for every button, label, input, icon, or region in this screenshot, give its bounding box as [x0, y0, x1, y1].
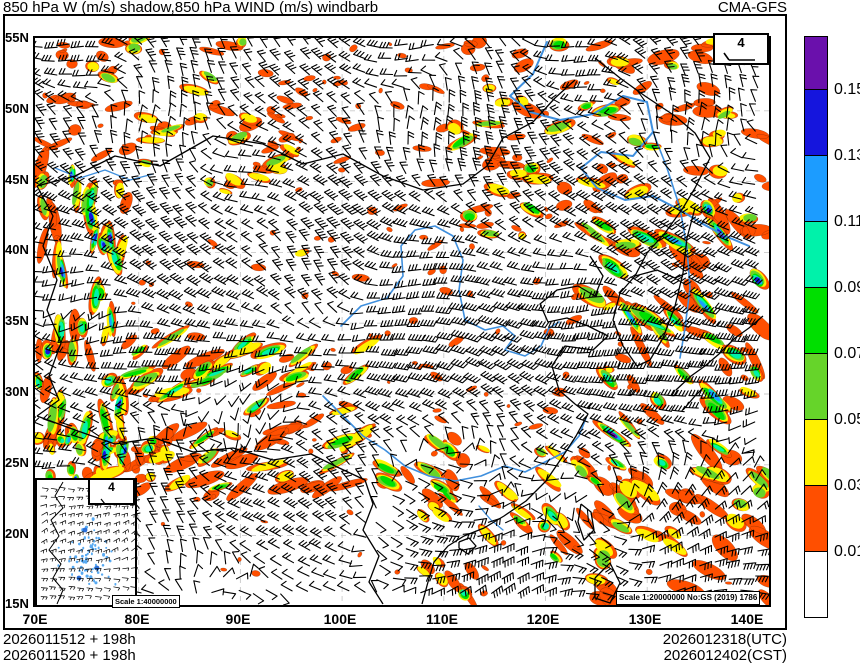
valid-time-utc: 2026012318(UTC) [662, 631, 787, 648]
windbarb-4-icon [723, 52, 755, 61]
lon-tick-80e: 80E [124, 611, 150, 627]
colorbar-segment [804, 552, 828, 618]
colorbar-segment [804, 36, 828, 90]
colorbar-label-015: 0.15 [834, 81, 860, 98]
lat-tick-45n: 45N [5, 172, 29, 187]
init-time-utc: 2026011512 + 198h [3, 631, 136, 648]
barb-legend-value: 4 [737, 35, 745, 50]
colorbar-label-013: 0.13 [834, 147, 860, 164]
colorbar-label-005: 0.05 [834, 411, 860, 428]
lat-tick-40n: 40N [5, 242, 29, 257]
page-title: 850 hPa W (m/s) shadow,850 hPa WIND (m/s… [3, 0, 379, 16]
lat-tick-30n: 30N [5, 384, 29, 399]
lon-tick-120e: 120E [526, 611, 560, 627]
inset-barb-legend-box: 4 [88, 478, 135, 505]
lon-tick-110e: 110E [426, 611, 458, 627]
valid-time-cst: 2026012402(CST) [663, 647, 787, 664]
map-canvas [33, 36, 771, 607]
lat-tick-15n: 15N [5, 596, 29, 611]
lon-tick-70e: 70E [22, 611, 48, 627]
lat-tick-35n: 35N [5, 313, 29, 328]
colorbar-segment [804, 156, 828, 222]
colorbar-label-001: 0.01 [834, 543, 860, 560]
lon-tick-100e: 100E [323, 611, 357, 627]
lat-tick-55n: 55N [5, 30, 29, 45]
lon-tick-140e: 140E [730, 611, 764, 627]
colorbar-label-007: 0.07 [834, 345, 860, 362]
lat-tick-25n: 25N [5, 455, 29, 470]
colorbar-label-003: 0.03 [834, 477, 860, 494]
lon-tick-90e: 90E [225, 611, 251, 627]
barb-legend-box: 4 [713, 33, 769, 65]
colorbar-segment [804, 354, 828, 420]
lon-tick-130e: 130E [628, 611, 662, 627]
colorbar-segment [804, 420, 828, 486]
colorbar-segment [804, 90, 828, 156]
inset-barb-legend-value: 4 [108, 480, 115, 494]
inset-scale-label: Scale 1:40000000 [112, 595, 180, 608]
colorbar [804, 36, 828, 618]
footer-init-times: 2026011512 + 198h 2026011520 + 198h [3, 632, 136, 664]
colorbar-segment [804, 222, 828, 288]
colorbar-segment [804, 288, 828, 354]
lat-tick-20n: 20N [5, 526, 29, 541]
colorbar-label-011: 0.11 [834, 213, 860, 230]
map-scale-note: Scale 1:20000000 No:GS (2019) 1786 [616, 591, 761, 605]
init-time-cst: 2026011520 + 198h [3, 647, 136, 664]
plot-outer-frame [3, 14, 787, 630]
lat-tick-50n: 50N [5, 101, 29, 116]
colorbar-segment [804, 486, 828, 552]
colorbar-label-009: 0.09 [834, 279, 860, 296]
footer-valid-times: 2026012318(UTC) 2026012402(CST) [663, 632, 787, 664]
inset-windbarb-4-icon [100, 498, 121, 505]
model-name-label: CMA-GFS [717, 0, 787, 16]
